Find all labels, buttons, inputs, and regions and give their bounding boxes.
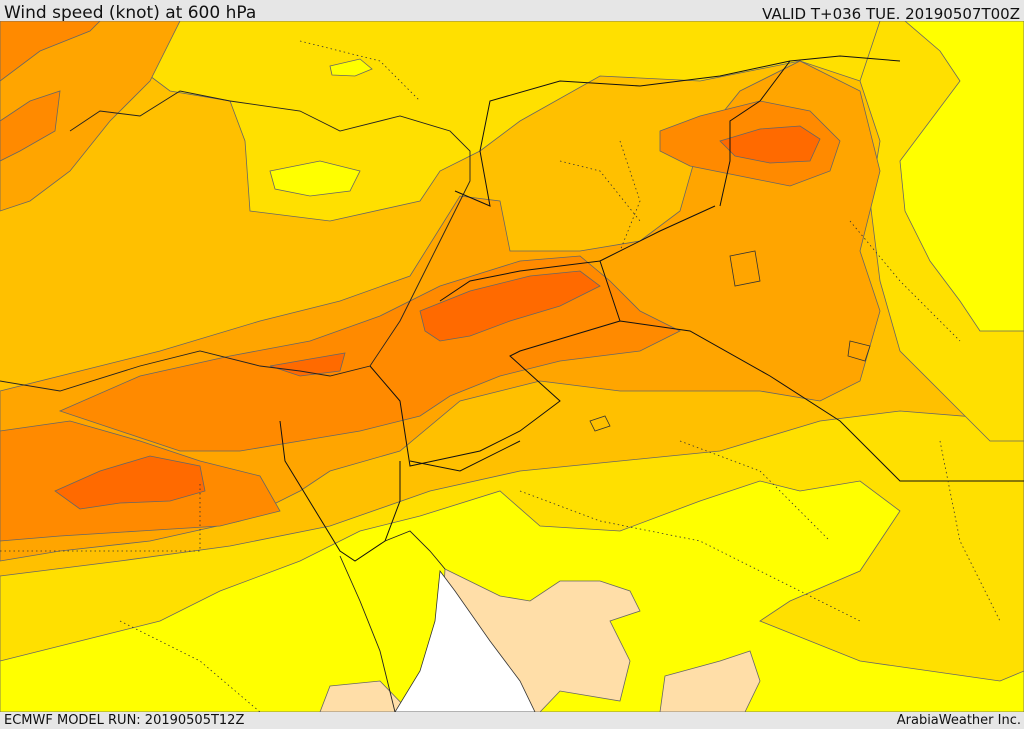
wind-band-strongest-2: [54, 455, 206, 510]
footer-bar: ECMWF MODEL RUN: 20190505T12Z ArabiaWeat…: [0, 712, 1024, 729]
wind-band-strong-west: [0, 21, 181, 212]
wind-band-land-low-3: [319, 680, 411, 712]
dotted-admin-borders: [0, 40, 1001, 712]
border-lines: [369, 55, 1024, 482]
map-title: Wind speed (knot) at 600 hPa: [4, 3, 257, 23]
wind-band-land-low-2: [659, 650, 761, 712]
border-egypt: [279, 420, 401, 562]
wind-band-calm-northeast: [899, 21, 1024, 332]
credit-label: ArabiaWeather Inc.: [896, 713, 1021, 728]
sea-area-red-sea: [394, 569, 536, 712]
model-run-label: ECMWF MODEL RUN: 20190505T12Z: [4, 713, 245, 728]
wind-band-stronger-4: [0, 21, 101, 82]
wind-band-strongest: [419, 270, 601, 342]
wind-band-calm-cyprus: [269, 160, 361, 197]
coastline-red-sea: [339, 530, 446, 712]
wind-band-calm-spot: [329, 58, 373, 77]
wind-band-strongest-3: [719, 125, 821, 164]
valid-time: VALID T+036 TUE. 20190507T00Z: [762, 5, 1020, 23]
wind-band-calm-south: [0, 480, 1024, 712]
wind-band-strongest-4: [269, 352, 346, 377]
wind-speed-map[interactable]: [0, 21, 1024, 712]
wind-band-stronger-5: [0, 90, 61, 162]
header-bar: Wind speed (knot) at 600 hPa VALID T+036…: [0, 0, 1024, 23]
coastline-mediterranean: [0, 90, 471, 392]
lake-outlines: [589, 250, 871, 432]
